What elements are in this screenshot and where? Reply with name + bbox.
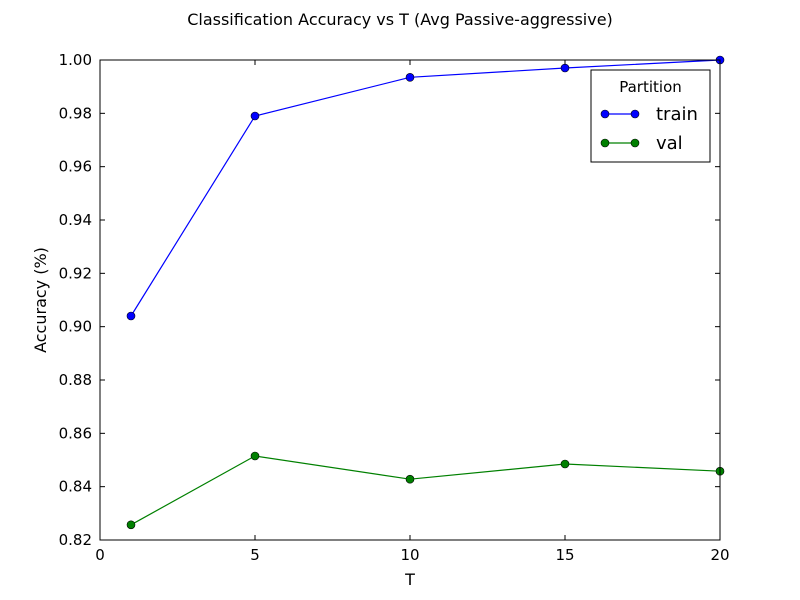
y-axis-label: Accuracy (%) [31,247,50,353]
x-tick-label: 0 [95,546,105,564]
x-axis-ticks: 0 5 10 15 20 [95,60,730,564]
y-tick-label: 0.88 [59,371,92,389]
y-tick-label: 0.84 [59,478,92,496]
legend-marker-train [600,109,610,119]
x-tick-label: 10 [400,546,419,564]
legend-entry-val: val [600,133,683,154]
legend-marker-train [630,109,640,119]
y-tick-label: 0.86 [59,424,92,442]
data-point-val [126,520,136,530]
x-tick-label: 5 [250,546,260,564]
x-tick-label: 20 [710,546,729,564]
legend: Partition train val [590,69,711,163]
data-point-train [250,111,260,121]
legend-marker-val [630,138,640,148]
x-axis-label: T [404,570,415,589]
data-point-train [560,63,570,73]
y-tick-label: 0.82 [59,531,92,549]
y-axis-ticks: 0.82 0.84 0.86 0.88 0.90 0.92 0.94 0.96 0.98 1.00 [59,51,720,549]
y-tick-label: 0.94 [59,211,92,229]
y-tick-label: 0.90 [59,318,92,336]
x-tick-label: 15 [555,546,574,564]
series-val [126,451,725,530]
data-point-val [405,474,415,484]
legend-entry-train: train [600,104,698,125]
y-tick-label: 0.96 [59,158,92,176]
legend-label-val: val [656,133,683,154]
chart-title: Classification Accuracy vs T (Avg Passiv… [187,10,613,29]
legend-marker-val [600,138,610,148]
series-line-val [130,455,721,526]
legend-label-train: train [656,104,698,125]
data-point-val [560,459,570,469]
y-tick-label: 1.00 [59,51,92,69]
data-point-train [126,311,136,321]
legend-box [590,69,711,163]
y-tick-label: 0.98 [59,104,92,122]
legend-title: Partition [619,78,682,96]
data-point-val [250,451,260,461]
data-point-train [405,73,415,82]
y-tick-label: 0.92 [59,264,92,282]
